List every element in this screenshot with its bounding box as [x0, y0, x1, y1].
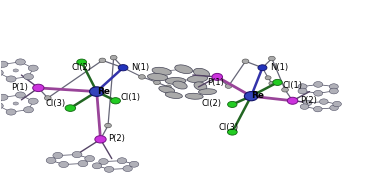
- Text: N(1): N(1): [132, 63, 150, 72]
- Ellipse shape: [194, 68, 210, 78]
- Ellipse shape: [152, 67, 171, 75]
- Ellipse shape: [92, 163, 102, 169]
- Ellipse shape: [147, 73, 168, 81]
- Ellipse shape: [13, 102, 19, 105]
- Ellipse shape: [165, 78, 186, 84]
- Ellipse shape: [268, 56, 275, 61]
- Ellipse shape: [244, 92, 258, 101]
- Ellipse shape: [0, 103, 3, 109]
- Ellipse shape: [258, 65, 267, 71]
- Ellipse shape: [300, 104, 309, 109]
- Ellipse shape: [0, 70, 3, 76]
- Ellipse shape: [303, 100, 312, 106]
- Ellipse shape: [175, 65, 192, 74]
- Ellipse shape: [15, 92, 25, 98]
- Ellipse shape: [265, 76, 271, 80]
- Ellipse shape: [298, 84, 307, 90]
- Ellipse shape: [173, 81, 187, 89]
- Ellipse shape: [85, 156, 94, 162]
- Ellipse shape: [0, 94, 8, 100]
- Ellipse shape: [44, 96, 51, 100]
- Ellipse shape: [165, 85, 171, 89]
- Text: Re: Re: [97, 87, 110, 96]
- Text: Re: Re: [251, 91, 264, 100]
- Ellipse shape: [198, 89, 217, 95]
- Ellipse shape: [330, 105, 338, 111]
- Ellipse shape: [212, 73, 223, 80]
- Text: P(1): P(1): [11, 83, 28, 92]
- Ellipse shape: [314, 90, 323, 96]
- Ellipse shape: [105, 123, 112, 128]
- Text: P(1): P(1): [207, 78, 224, 87]
- Ellipse shape: [33, 84, 44, 92]
- Ellipse shape: [6, 76, 16, 82]
- Ellipse shape: [138, 75, 145, 79]
- Ellipse shape: [314, 82, 323, 87]
- Ellipse shape: [118, 65, 128, 71]
- Text: Cl(2): Cl(2): [202, 99, 222, 108]
- Ellipse shape: [111, 98, 121, 104]
- Text: N(1): N(1): [270, 63, 288, 72]
- Ellipse shape: [0, 61, 8, 67]
- Ellipse shape: [269, 81, 275, 85]
- Ellipse shape: [329, 84, 338, 90]
- Ellipse shape: [228, 129, 237, 135]
- Ellipse shape: [117, 158, 127, 164]
- Ellipse shape: [99, 58, 106, 63]
- Ellipse shape: [282, 88, 288, 92]
- Ellipse shape: [273, 79, 282, 85]
- Ellipse shape: [194, 82, 207, 90]
- Ellipse shape: [153, 80, 160, 85]
- Ellipse shape: [65, 105, 76, 111]
- Ellipse shape: [28, 65, 38, 71]
- Ellipse shape: [242, 59, 249, 64]
- Ellipse shape: [13, 69, 19, 72]
- Ellipse shape: [46, 157, 56, 164]
- Text: Cl(2): Cl(2): [72, 63, 92, 72]
- Ellipse shape: [104, 166, 114, 172]
- Ellipse shape: [28, 98, 38, 104]
- Ellipse shape: [187, 75, 208, 83]
- Ellipse shape: [90, 87, 104, 96]
- Ellipse shape: [59, 161, 68, 168]
- Ellipse shape: [228, 101, 237, 107]
- Ellipse shape: [99, 159, 108, 164]
- Ellipse shape: [23, 74, 34, 80]
- Ellipse shape: [123, 166, 132, 171]
- Ellipse shape: [110, 55, 117, 60]
- Text: P(2): P(2): [300, 96, 317, 105]
- Ellipse shape: [6, 109, 16, 115]
- Text: Cl(3): Cl(3): [218, 123, 239, 132]
- Ellipse shape: [15, 59, 25, 65]
- Ellipse shape: [329, 88, 338, 94]
- Ellipse shape: [165, 92, 182, 98]
- Ellipse shape: [72, 152, 82, 158]
- Text: Cl(1): Cl(1): [120, 92, 140, 102]
- Ellipse shape: [78, 160, 88, 167]
- Ellipse shape: [95, 136, 106, 143]
- Text: P(2): P(2): [108, 134, 125, 143]
- Ellipse shape: [319, 99, 328, 104]
- Ellipse shape: [313, 106, 322, 112]
- Text: Cl(1): Cl(1): [282, 81, 302, 90]
- Ellipse shape: [77, 59, 87, 65]
- Ellipse shape: [333, 101, 341, 107]
- Ellipse shape: [159, 86, 175, 93]
- Ellipse shape: [298, 88, 307, 94]
- Ellipse shape: [129, 161, 139, 167]
- Ellipse shape: [53, 152, 63, 159]
- Ellipse shape: [23, 107, 34, 113]
- Text: Cl(3): Cl(3): [46, 99, 66, 108]
- Ellipse shape: [287, 97, 298, 104]
- Ellipse shape: [225, 84, 232, 88]
- Ellipse shape: [185, 93, 203, 99]
